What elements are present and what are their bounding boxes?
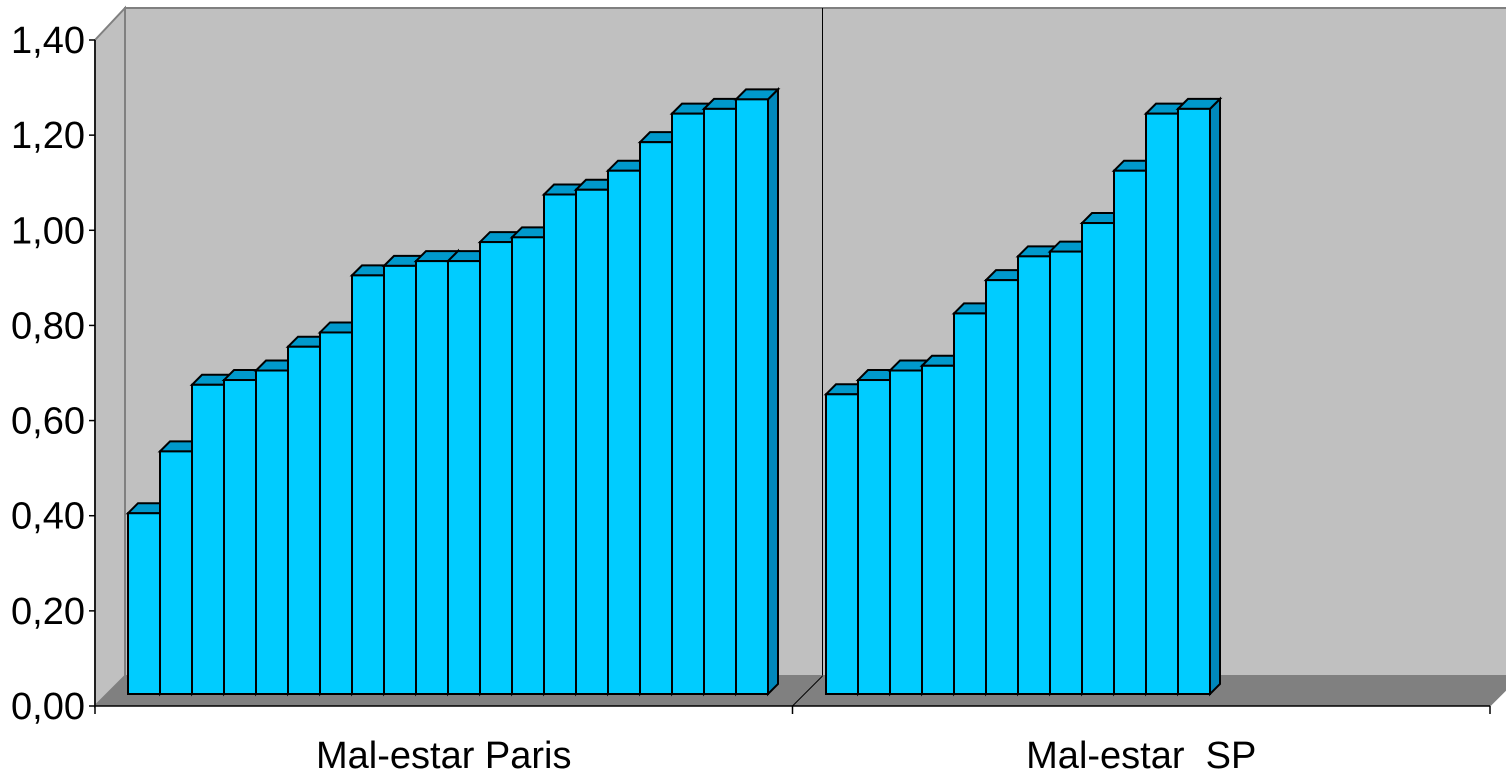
bar-front: [1081, 222, 1115, 696]
bar-front: [447, 260, 481, 695]
y-tick-label: 1,00: [11, 210, 85, 252]
bar-front: [985, 279, 1019, 695]
bar-front: [857, 379, 891, 695]
bar-front: [607, 169, 641, 695]
y-tick-label: 1,40: [11, 20, 85, 62]
bar-front: [287, 345, 321, 695]
bar-front: [1113, 169, 1147, 695]
y-tick-label: 0,00: [11, 686, 85, 728]
floor-divider-line: [792, 675, 823, 707]
bar-front: [889, 369, 923, 695]
bar-front: [825, 393, 859, 695]
bar-front: [953, 312, 987, 695]
bar-front: [255, 369, 289, 695]
bar-front: [639, 141, 673, 695]
bar-front: [1145, 112, 1179, 695]
chart-axes: [89, 39, 1491, 714]
y-tick-label: 1,20: [11, 115, 85, 157]
bar-front: [191, 383, 225, 695]
y-tick-label: 0,20: [11, 591, 85, 633]
bar-side: [1209, 96, 1221, 697]
x-category-label: Mal-estar SP: [1026, 735, 1256, 777]
chart-labels: 0,00 0,20 0,40 0,60 0,80 1,00 1,20 1,40 Mal-esta…: [11, 20, 1256, 777]
bar-front: [1049, 250, 1083, 695]
bar-front: [223, 379, 257, 695]
side-wall: [94, 5, 126, 709]
bar-front: [735, 98, 769, 696]
bar-side: [767, 86, 779, 697]
bar-front: [575, 188, 609, 695]
bar: [1175, 96, 1223, 697]
bar-front: [543, 193, 577, 695]
y-tick-label: 0,40: [11, 496, 85, 538]
y-tick-label: 0,80: [11, 305, 85, 347]
bar-front: [319, 331, 353, 695]
bar: [733, 86, 781, 697]
bar-front: [415, 260, 449, 695]
bar-front: [921, 364, 955, 695]
bar-front: [127, 512, 161, 695]
bar-front: [479, 241, 513, 695]
bar-front: [159, 450, 193, 695]
bar-front: [511, 236, 545, 695]
bar-front: [383, 264, 417, 695]
bar-front: [703, 107, 737, 696]
x-category-label: Mal-estar Paris: [316, 735, 572, 777]
bar-front: [1017, 255, 1051, 695]
bar-front: [1177, 107, 1211, 696]
bar-front: [671, 112, 705, 695]
chart-bars: [125, 86, 1223, 697]
bar-front: [351, 274, 385, 695]
y-tick-label: 0,60: [11, 401, 85, 443]
